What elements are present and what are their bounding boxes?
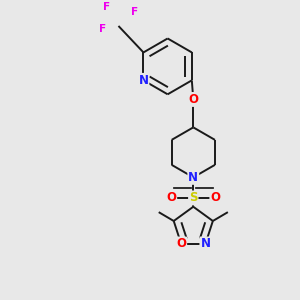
Text: O: O (188, 93, 198, 106)
Text: N: N (188, 171, 198, 184)
Text: O: O (210, 191, 220, 204)
Text: N: N (200, 238, 210, 250)
Text: N: N (139, 74, 148, 87)
Text: F: F (103, 2, 110, 12)
Text: F: F (99, 24, 106, 34)
Text: S: S (189, 191, 197, 204)
Text: O: O (176, 238, 186, 250)
Text: O: O (166, 191, 176, 204)
Text: F: F (131, 7, 138, 17)
